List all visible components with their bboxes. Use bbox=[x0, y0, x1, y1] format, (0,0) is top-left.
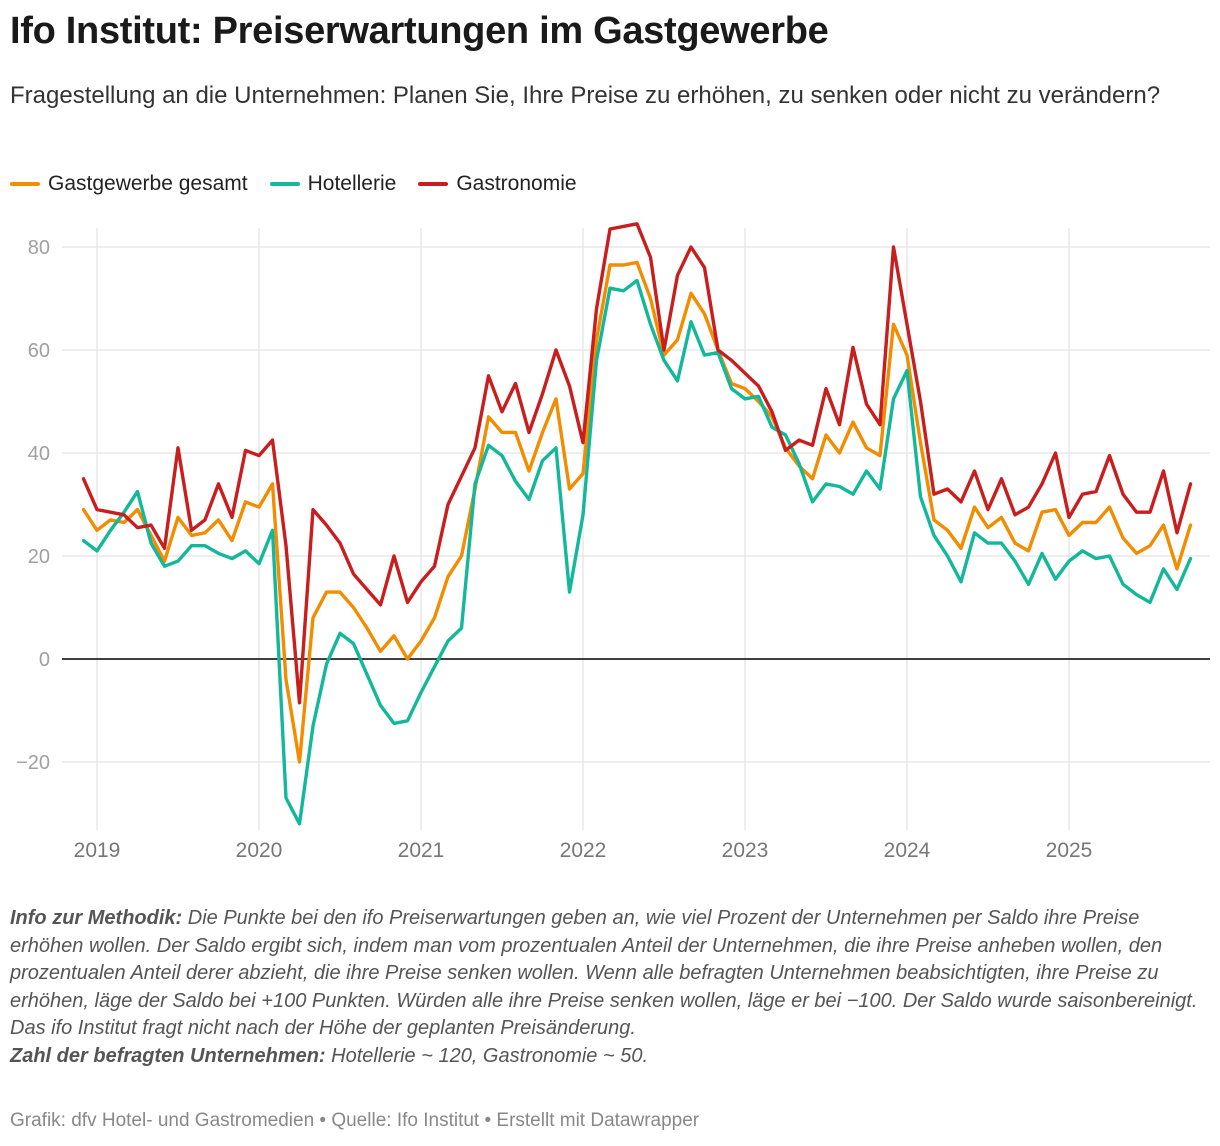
method-label: Info zur Methodik: bbox=[10, 907, 183, 929]
x-tick-label: 2019 bbox=[74, 839, 121, 862]
method-text: Die Punkte bei den ifo Preiserwartungen … bbox=[10, 907, 1198, 1039]
y-tick-label: 0 bbox=[39, 649, 50, 671]
legend-label-hotellerie: Hotellerie bbox=[307, 172, 397, 195]
chart-subtitle: Fragestellung an die Unternehmen: Planen… bbox=[10, 82, 1161, 109]
x-tick-label: 2024 bbox=[884, 839, 931, 862]
legend-label-gastronomie: Gastronomie bbox=[456, 172, 577, 195]
chart-legend: Gastgewerbe gesamt Hotellerie Gastronomi… bbox=[10, 172, 577, 196]
chart-title: Ifo Institut: Preiserwartungen im Gastge… bbox=[10, 10, 829, 52]
legend-swatch-gastronomie bbox=[418, 182, 449, 186]
x-tick-label: 2023 bbox=[722, 839, 769, 862]
source-line: Grafik: dfv Hotel- und Gastromedien • Qu… bbox=[10, 1110, 700, 1131]
line-chart: 80 60 40 20 0 −20 2019 2020 2021 2022 2023 2024 2025 bbox=[16, 222, 1210, 862]
x-tick-label: 2025 bbox=[1046, 839, 1093, 862]
methodology-notes: Info zur Methodik: Die Punkte bei den if… bbox=[10, 905, 1210, 1070]
series-line-gastronomie bbox=[81, 222, 1193, 705]
x-tick-label: 2021 bbox=[398, 839, 445, 862]
legend-item-hotellerie: Hotellerie bbox=[269, 172, 397, 196]
y-tick-label: 80 bbox=[28, 237, 50, 259]
count-text: Hotellerie ~ 120, Gastronomie ~ 50. bbox=[325, 1044, 649, 1067]
y-tick-label: 20 bbox=[28, 546, 50, 568]
legend-label-gastgewerbe: Gastgewerbe gesamt bbox=[48, 172, 248, 195]
count-label: Zahl der befragten Unternehmen: bbox=[10, 1044, 326, 1067]
legend-swatch-gastgewerbe bbox=[10, 182, 40, 186]
axis-layer: 80 60 40 20 0 −20 2019 2020 2021 2022 2023 2024 2025 bbox=[16, 237, 1210, 862]
y-tick-label: −20 bbox=[16, 752, 50, 774]
series-line-gastgewerbe-gesamt bbox=[81, 260, 1193, 764]
legend-item-gastgewerbe: Gastgewerbe gesamt bbox=[10, 172, 248, 196]
legend-item-gastronomie: Gastronomie bbox=[418, 172, 577, 196]
y-tick-label: 60 bbox=[28, 340, 50, 362]
y-tick-label: 40 bbox=[28, 443, 50, 465]
legend-swatch-hotellerie bbox=[269, 182, 300, 186]
series-line-hotellerie bbox=[81, 278, 1193, 826]
x-tick-label: 2020 bbox=[236, 839, 283, 862]
series-layer bbox=[81, 222, 1193, 826]
x-tick-label: 2022 bbox=[560, 839, 607, 862]
